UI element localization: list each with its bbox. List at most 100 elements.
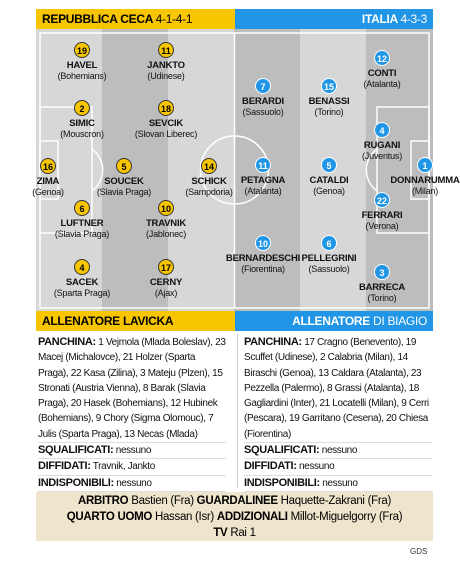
shirt-number: 1: [417, 157, 433, 173]
player-name: FERRARI: [361, 210, 403, 221]
player-name: CONTI: [367, 68, 397, 79]
player-name: PETAGNA: [240, 175, 286, 186]
label: PANCHINA:: [244, 336, 302, 348]
player-name: BERNARDESCHI: [225, 253, 301, 264]
shirt-number: 19: [74, 42, 90, 58]
suspended: nessuno: [115, 445, 152, 457]
home-header: REPUBBLICA CECA 4-1-4-1: [36, 9, 235, 29]
player-club: (Jablonec): [145, 229, 187, 239]
player: 5 CATALDI (Genoa): [284, 157, 374, 196]
label: PANCHINA:: [38, 336, 96, 348]
player-club: (Fiorentina): [241, 264, 285, 274]
away-header: ITALIA 4-3-3: [235, 9, 433, 29]
player-name: BARRECA: [358, 282, 406, 293]
player-club: (Milan): [411, 186, 439, 196]
officials-line: TV Rai 1: [36, 525, 433, 541]
shirt-number: 3: [374, 264, 390, 280]
unavailable: nessuno: [322, 477, 358, 489]
player-club: (Juventus): [361, 151, 403, 161]
player-name: PELLEGRINI: [301, 253, 357, 264]
official-role: TV: [213, 527, 228, 539]
bench-row: PANCHINA: 1 Vejmola (Mlada Boleslav), 23…: [38, 335, 226, 444]
player-name: BENASSI: [308, 96, 350, 107]
shirt-number: 16: [40, 158, 56, 174]
suspended-row: SQUALIFICATI: nessuno: [38, 443, 226, 460]
player-club: (Sassuolo): [308, 264, 350, 274]
label: SQUALIFICATI:: [38, 444, 114, 457]
official-name: Rai 1: [230, 527, 256, 539]
footer: GDS: [410, 547, 428, 556]
player-club: (Sassuolo): [242, 107, 284, 117]
official-role: ADDIZIONALI: [216, 511, 288, 523]
home-info: PANCHINA: 1 Vejmola (Mlada Boleslav), 23…: [38, 335, 226, 492]
player: 2 SIMIC (Mouscron): [37, 100, 127, 139]
player-club: (Ajax): [154, 288, 178, 298]
player-name: DONNARUMMA: [390, 175, 460, 186]
player: 7 BERARDI (Sassuolo): [218, 78, 308, 117]
player-name: LUFTNER: [60, 218, 104, 229]
player-club: (Atalanta): [363, 79, 401, 89]
player: 11 PETAGNA (Atalanta): [218, 157, 308, 196]
away-info: PANCHINA: 17 Cragno (Benevento), 19 Scuf…: [244, 335, 432, 492]
shirt-number: 4: [74, 259, 90, 275]
player-club: (Atalanta): [244, 186, 282, 196]
player-name: SCHICK: [191, 176, 227, 187]
formation: 4-3-3: [400, 12, 427, 26]
team-name: REPUBBLICA CECA: [42, 12, 153, 26]
player-name: HAVEL: [66, 60, 98, 71]
player: 11 JANKTO (Udinese): [121, 42, 211, 81]
unavailable: nessuno: [116, 477, 152, 489]
unavailable-row: INDISPONIBILI: nessuno: [244, 476, 432, 492]
shirt-number: 11: [158, 42, 174, 58]
player-club: (Mouscron): [60, 129, 104, 139]
shirt-number: 15: [321, 78, 337, 94]
player: 3 BARRECA (Torino): [337, 264, 427, 303]
official-name: Bastien (Fra): [131, 495, 194, 507]
player-name: CERNY: [149, 277, 183, 288]
player-club: (Genoa): [313, 186, 345, 196]
player: 6 LUFTNER (Slavia Praga): [37, 200, 127, 239]
official-role: ARBITRO: [78, 495, 129, 507]
shirt-number: 14: [201, 158, 217, 174]
player: 16 ZIMA (Genoa): [3, 158, 93, 197]
label: DIFFIDATI:: [244, 460, 297, 473]
player-club: (Torino): [367, 293, 397, 303]
player: 4 RUGANI (Juventus): [337, 122, 427, 161]
official-role: QUARTO UOMO: [66, 511, 153, 523]
coach-name: LAVICKA: [122, 314, 174, 328]
divider: [237, 334, 238, 488]
warned: nessuno: [298, 461, 335, 473]
label: SQUALIFICATI:: [244, 444, 320, 457]
officials-line: QUARTO UOMO Hassan (Isr) ADDIZIONALI Mil…: [36, 509, 433, 525]
player-club: (Torino): [314, 107, 344, 117]
shirt-number: 17: [158, 259, 174, 275]
bench: 17 Cragno (Benevento), 19 Scuffet (Udine…: [244, 337, 429, 440]
player-club: (Slavia Praga): [54, 229, 110, 239]
shirt-number: 10: [158, 200, 174, 216]
player: 1 DONNARUMMA (Milan): [380, 157, 460, 196]
officials-line: ARBITRO Bastien (Fra) GUARDALINEE Haquet…: [36, 493, 433, 509]
player-club: (Genoa): [32, 187, 64, 197]
player-name: SOUCEK: [104, 176, 144, 187]
player-name: SEVCIK: [148, 118, 184, 129]
player-club: (Verona): [365, 221, 399, 231]
player: 19 HAVEL (Bohemians): [37, 42, 127, 81]
formation: 4-1-4-1: [155, 12, 193, 26]
official-role: GUARDALINEE: [196, 495, 278, 507]
player-name: ZIMA: [36, 176, 60, 187]
player-club: (Udinese): [147, 71, 185, 81]
shirt-number: 6: [74, 200, 90, 216]
unavailable-row: INDISPONIBILI: nessuno: [38, 476, 226, 492]
bench: 1 Vejmola (Mlada Boleslav), 23 Macej (Mi…: [38, 337, 226, 440]
player: 14 SCHICK (Sampdoria): [164, 158, 254, 197]
shirt-number: 22: [374, 192, 390, 208]
player-name: RUGANI: [363, 140, 401, 151]
player: 15 BENASSI (Torino): [284, 78, 374, 117]
official-name: Haquette-Zakrani (Fra): [280, 495, 392, 507]
shirt-number: 11: [255, 157, 271, 173]
team-name: ITALIA: [361, 12, 398, 26]
coach-name: DI BIAGIO: [373, 314, 427, 328]
player-club: (Slavia Praga): [96, 187, 152, 197]
warned-row: DIFFIDATI: nessuno: [244, 459, 432, 476]
